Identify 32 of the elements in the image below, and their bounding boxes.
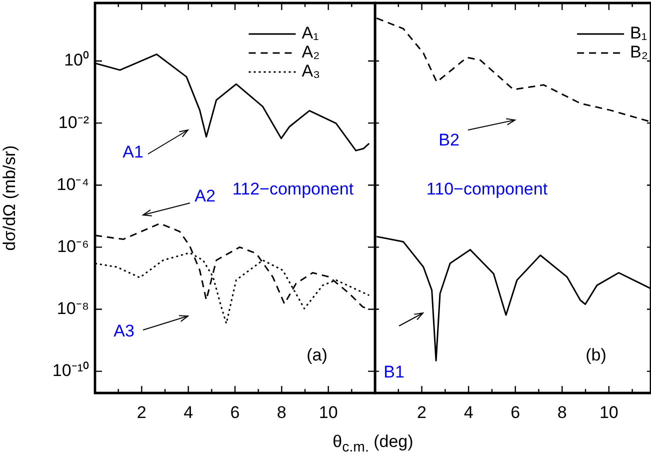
legend-label: A₁ (302, 24, 320, 43)
annotation: A3 (114, 322, 134, 341)
annotation: 110−component (426, 180, 548, 199)
x-tick-label: 2 (417, 402, 427, 422)
annotation: A2 (194, 186, 216, 206)
x-tick-label: 6 (510, 402, 520, 422)
annotation: A1 (122, 142, 144, 162)
x-tick-label: 10 (599, 402, 618, 422)
y-tick-label: 10⁰ (64, 50, 89, 70)
legend-label: A₃ (302, 62, 320, 81)
x-axis-title: θ$_{c.m.}$ (deg) (332, 432, 414, 456)
x-tick-label: 6 (230, 402, 240, 422)
annotation: (a) (306, 346, 328, 365)
x-tick-label: 2 (136, 402, 146, 422)
y-tick-label: 10⁻¹⁰ (52, 361, 89, 380)
y-tick-label: 10⁻⁴ (56, 174, 89, 194)
annotation: B2 (438, 130, 460, 150)
legend-label: B₂ (630, 42, 648, 62)
x-tick-label: 4 (184, 402, 194, 422)
x-tick-label: 8 (557, 402, 567, 422)
x-tick-label: 4 (464, 402, 474, 422)
x-tick-label: 8 (276, 402, 286, 422)
x-tick-label: 10 (318, 402, 338, 422)
y-axis-title: dσ/dΩ (mb/sr) (0, 145, 19, 251)
annotation: (b) (586, 346, 606, 365)
annotation: 112−component (232, 180, 354, 199)
y-tick-label: 10⁻² (58, 112, 90, 132)
legend-label: A₂ (302, 42, 320, 62)
y-tick-label: 10⁻⁸ (56, 298, 89, 318)
legend-label: B₁ (630, 24, 648, 43)
annotation: B1 (384, 362, 404, 382)
y-tick-label: 10⁻⁶ (57, 236, 89, 256)
